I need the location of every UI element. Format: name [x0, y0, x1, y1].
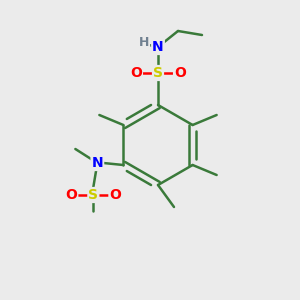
Text: O: O: [65, 188, 77, 202]
Text: N: N: [92, 156, 103, 170]
Text: O: O: [130, 66, 142, 80]
Text: O: O: [110, 188, 121, 202]
Text: H: H: [139, 35, 149, 49]
Text: O: O: [174, 66, 186, 80]
Text: N: N: [152, 40, 164, 54]
Text: S: S: [153, 66, 163, 80]
Text: S: S: [88, 188, 98, 202]
